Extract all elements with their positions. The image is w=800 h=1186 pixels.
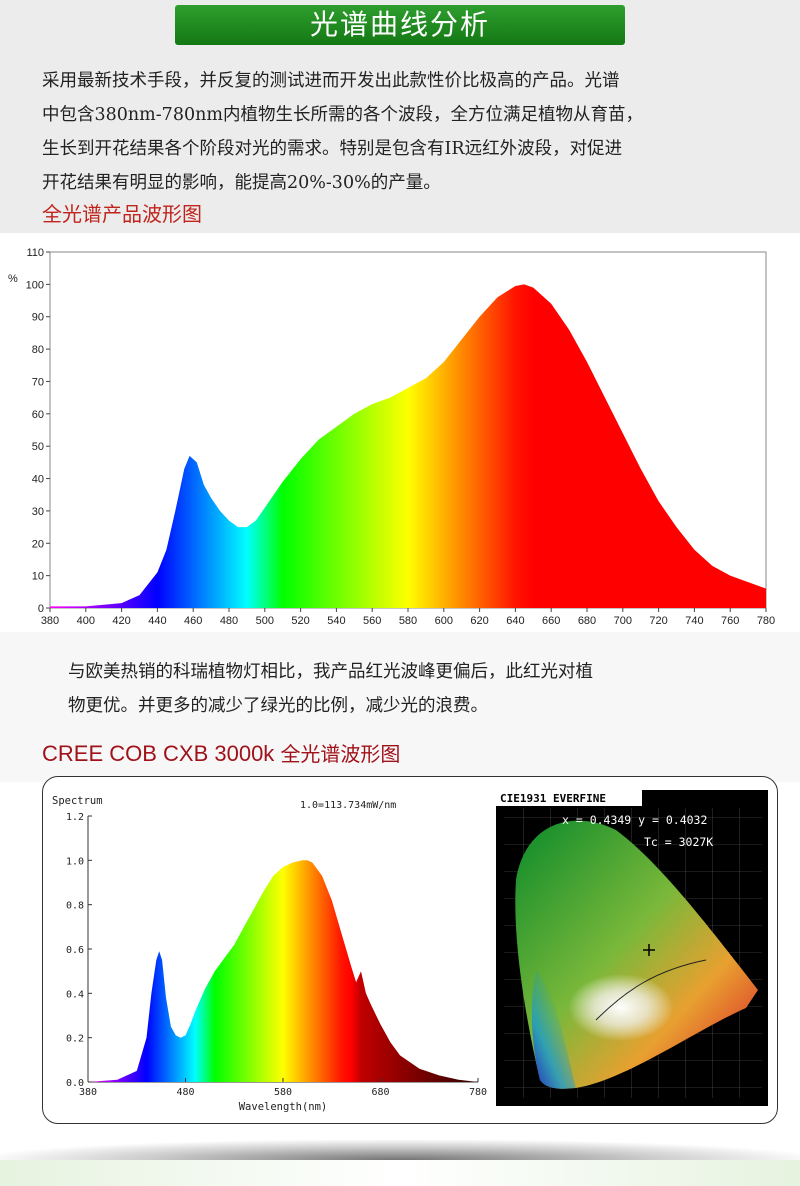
spectrum-area [50,284,766,608]
cie-diagram: CIE1931 EVERFINE x = 0.4349 y = 0.4032 T… [496,790,768,1106]
intro-line: 开花结果有明显的影响，能提高20%-30%的产量。 [42,173,441,193]
y-tick-label: 110 [26,247,44,259]
x-tick-label: 680 [578,615,596,627]
bottom-green-fade [0,1160,800,1186]
y-tick-label: 60 [32,409,44,421]
cree-spectrum-chart: 0.0 0.2 0.4 0.6 0.8 1.0 1.2 380 480 580 680 780 Spec… [50,790,490,1120]
y-tick-label: 0.4 [66,989,84,1000]
x-tick-label: 380 [79,1087,97,1098]
section-subtitle: 全光谱产品波形图 [42,202,202,226]
cie-color-temperature: Tc = 3027K [644,835,713,849]
chart-title: Spectrum [52,795,103,807]
cie-coordinates: x = 0.4349 y = 0.4032 [562,813,707,827]
y-tick-label: 80 [32,344,44,356]
x-tick-label: 740 [685,615,703,627]
x-tick-label: 580 [399,615,417,627]
x-tick-label: 540 [327,615,345,627]
comparison-paragraph: 与欧美热销的科瑞植物灯相比，我产品红光波峰更偏后，此红光对植 物更优。并更多的减… [68,655,768,723]
comparison-line: 与欧美热销的科瑞植物灯相比，我产品红光波峰更偏后，此红光对植 [68,662,593,682]
x-tick-label: 580 [274,1087,292,1098]
x-tick-label: 780 [757,615,775,627]
y-tick-label: 90 [32,312,44,324]
comparison-panel [0,632,800,782]
x-tick-label: 480 [220,615,238,627]
cree-title-en: CREE COB CXB 3000k [42,741,281,766]
y-tick-label: 0.2 [66,1034,84,1045]
intro-line: 中包含380nm-780nm内植物生长所需的各个波段，全方位满足植物从育苗， [42,105,643,125]
cie-title: CIE1931 EVERFINE [500,792,606,805]
planckian-locus [595,959,707,1021]
y-tick-label: 20 [32,538,44,550]
y-tick-label: 100 [26,279,44,291]
x-tick-label: 440 [148,615,166,627]
x-tick-label: 660 [542,615,560,627]
y-tick-label: 0 [38,603,44,615]
x-tick-label: 720 [649,615,667,627]
y-tick-label: 70 [32,376,44,388]
x-tick-label: 520 [291,615,309,627]
x-tick-label: 380 [41,615,59,627]
x-tick-label: 480 [176,1087,194,1098]
y-tick-label: 0.8 [66,901,84,912]
cree-title-cn: 全光谱波形图 [280,742,401,766]
intro-line: 采用最新技术手段，并反复的测试进而开发出此款性价比极高的产品。光谱 [42,71,620,91]
x-tick-label: 620 [470,615,488,627]
y-tick-label: 10 [32,571,44,583]
title-banner [175,5,625,45]
x-tick-label: 420 [112,615,130,627]
y-tick-label: 50 [32,441,44,453]
chromaticity-marker [643,944,655,956]
x-axis-label: Wavelength(nm) [239,1101,328,1113]
x-tick-label: 400 [77,615,95,627]
full-spectrum-svg: 380 400 420 440 460 480 500 520 540 560 580 600 620 6… [8,247,775,627]
comparison-line: 物更优。并更多的减少了绿光的比例，减少光的浪费。 [68,696,488,716]
cie-blue-region [531,970,576,1089]
x-tick-label: 600 [435,615,453,627]
x-tick-label: 560 [363,615,381,627]
cree-spectrum-area [88,860,478,1082]
y-tick-label: 0.0 [66,1078,84,1089]
intro-line: 生长到开花结果各个阶段对光的需求。特别是包含有IR远红外波段，对促进 [42,139,623,159]
y-tick-label: 1.2 [66,812,84,823]
x-tick-label: 500 [256,615,274,627]
full-spectrum-chart: 380 400 420 440 460 480 500 520 540 560 580 600 620 6… [0,236,800,632]
chart-annotation: 1.0=113.734mW/nm [300,800,396,811]
intro-paragraph: 采用最新技术手段，并反复的测试进而开发出此款性价比极高的产品。光谱 中包含380… [42,64,762,200]
x-tick-label: 460 [184,615,202,627]
y-tick-label: 1.0 [66,856,84,867]
cie-svg: CIE1931 EVERFINE x = 0.4349 y = 0.4032 T… [496,790,768,1106]
cree-spectrum-svg: 0.0 0.2 0.4 0.6 0.8 1.0 1.2 380 480 580 680 780 Spec… [52,795,487,1113]
y-tick-label: 30 [32,506,44,518]
y-axis-label: % [8,273,18,285]
y-tick-label: 0.6 [66,945,84,956]
intro-panel [0,48,800,233]
x-tick-label: 640 [506,615,524,627]
x-tick-label: 700 [614,615,632,627]
x-tick-label: 780 [469,1087,487,1098]
page-title: 光谱曲线分析 [309,8,490,41]
cie-title-box [496,790,642,806]
y-tick-label: 40 [32,474,44,486]
x-tick-label: 760 [721,615,739,627]
x-tick-label: 680 [371,1087,389,1098]
cree-chart-title: CREE COB CXB 3000k 全光谱波形图 [42,738,400,767]
